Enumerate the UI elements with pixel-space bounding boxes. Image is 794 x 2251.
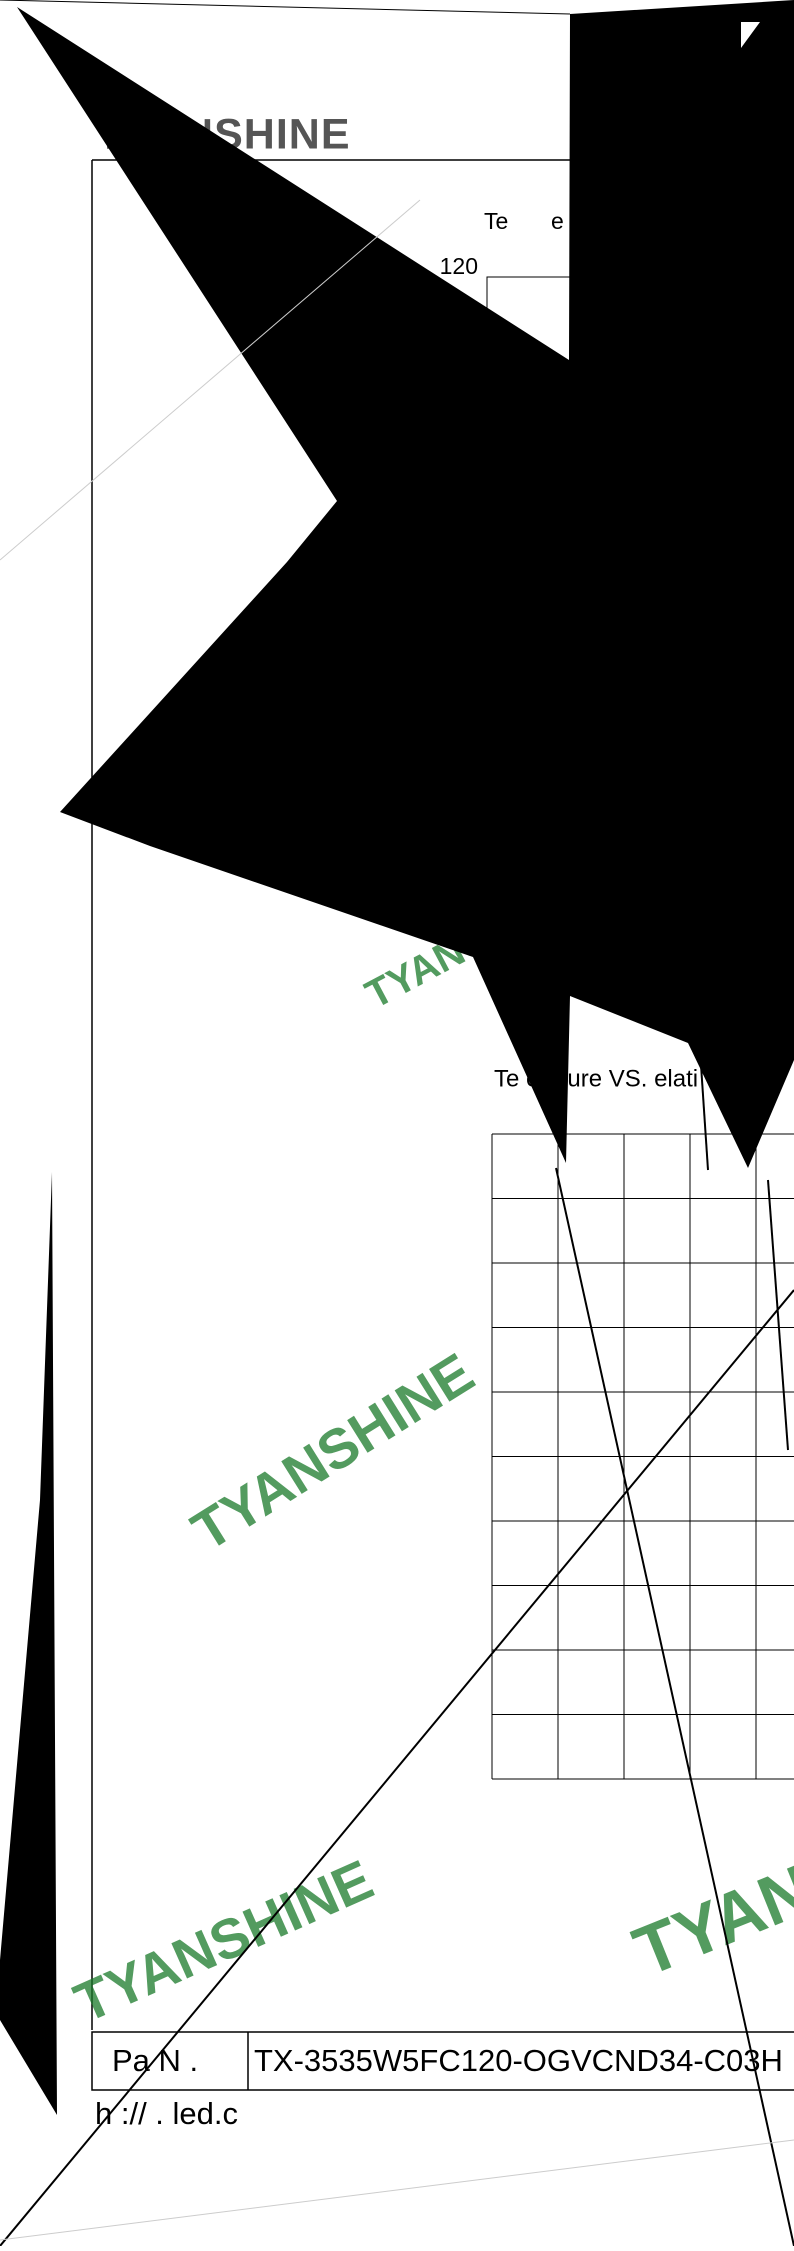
watermark: TYANSHINE [623,1770,794,1991]
line [0,1289,794,2247]
grid-table [491,1133,794,1780]
line [0,199,421,561]
artifact-shape [0,1172,57,2115]
part-number: TX-3535W5FC120-OGVCND34-C03H [254,2043,783,2078]
watermark: TYANSHINE [65,1847,382,2034]
artifact-shape [17,0,794,1168]
chart-title: e [551,208,564,234]
line [0,2139,794,2241]
line [0,0,571,15]
line [767,1179,789,1451]
line [555,1167,794,2247]
footer-table [91,2031,794,2091]
artifact-notch [741,22,760,48]
y-tick-label: 120 [440,253,478,279]
url: h :// . led.c [95,2096,238,2131]
line [699,1049,709,1171]
chart-title: Te [484,208,508,234]
watermark: TYANSHINE [181,1341,484,1563]
